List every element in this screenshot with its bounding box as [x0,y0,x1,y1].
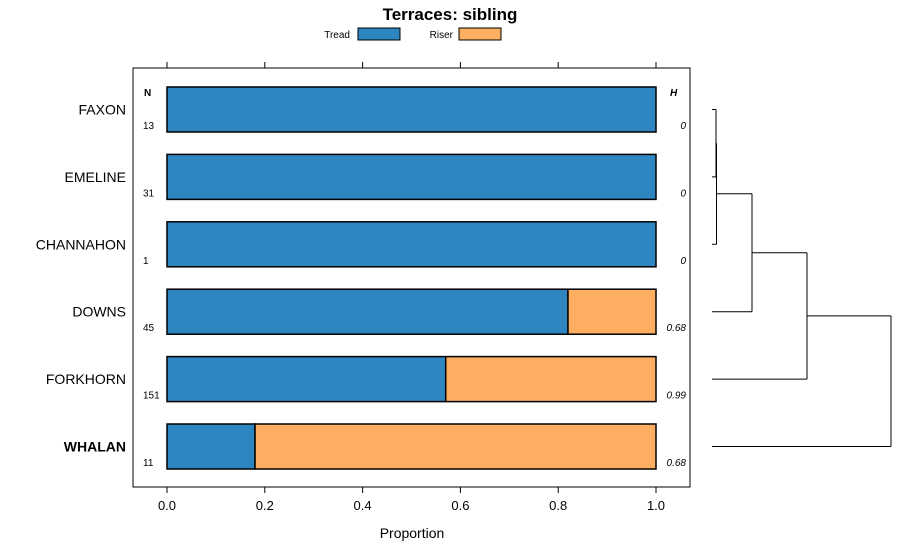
x-tick-label: 0.4 [354,498,372,513]
plot-frame [132,67,691,488]
x-tick-label: 0.6 [451,498,469,513]
n-value-whalan: 11 [143,458,154,469]
bars [166,86,657,470]
n-values: 13 31 1 45 151 11 [143,121,160,469]
bar-tread-faxon [166,86,657,133]
bar-riser-whalan [254,423,657,470]
x-axis-title: Proportion [380,525,445,541]
dendrogram [712,109,892,447]
chart-title: Terraces: sibling [383,5,518,24]
n-header: N [144,88,151,99]
bar-riser-forkhorn [444,355,657,403]
legend-swatch-tread [357,27,401,41]
category-label-forkhorn: FORKHORN [46,371,126,387]
x-tick-label: 0.0 [158,498,176,513]
h-value-channahon: 0 [680,256,686,267]
bar-tread-emeline [166,153,657,201]
h-value-forkhorn: 0.99 [667,391,687,402]
legend-swatch-riser [458,27,502,41]
legend: Tread Riser [324,27,502,41]
h-header: H [670,88,678,99]
category-label-channahon: CHANNAHON [36,236,126,252]
category-labels: FAXON EMELINE CHANNAHON DOWNS FORKHORN WHALAN [36,102,126,455]
h-value-emeline: 0 [680,188,686,199]
n-value-downs: 45 [143,323,155,334]
n-value-channahon: 1 [143,256,149,267]
legend-label-tread: Tread [324,30,350,41]
x-tick-label: 0.8 [549,498,567,513]
h-value-faxon: 0 [680,121,686,132]
bar-tread-whalan [166,423,256,470]
x-tick-label: 1.0 [647,498,665,513]
bar-tread-channahon [166,221,657,268]
category-label-faxon: FAXON [79,102,126,118]
legend-label-riser: Riser [430,30,454,41]
h-value-whalan: 0.68 [667,458,687,469]
category-label-downs: DOWNS [72,304,126,320]
bar-tread-forkhorn [166,355,447,403]
category-label-emeline: EMELINE [65,169,126,185]
x-tick-label: 0.2 [256,498,274,513]
bottom-axis: 0.0 0.2 0.4 0.6 0.8 1.0 [158,487,665,513]
n-value-emeline: 31 [143,188,155,199]
top-axis-ticks [166,62,657,68]
bar-tread-downs [166,288,569,335]
bar-riser-downs [567,288,657,335]
category-label-whalan: WHALAN [64,439,126,455]
n-value-faxon: 13 [143,121,155,132]
h-value-downs: 0.68 [667,323,687,334]
n-value-forkhorn: 151 [143,391,160,402]
h-values: 0 0 0 0.68 0.99 0.68 [667,121,687,469]
